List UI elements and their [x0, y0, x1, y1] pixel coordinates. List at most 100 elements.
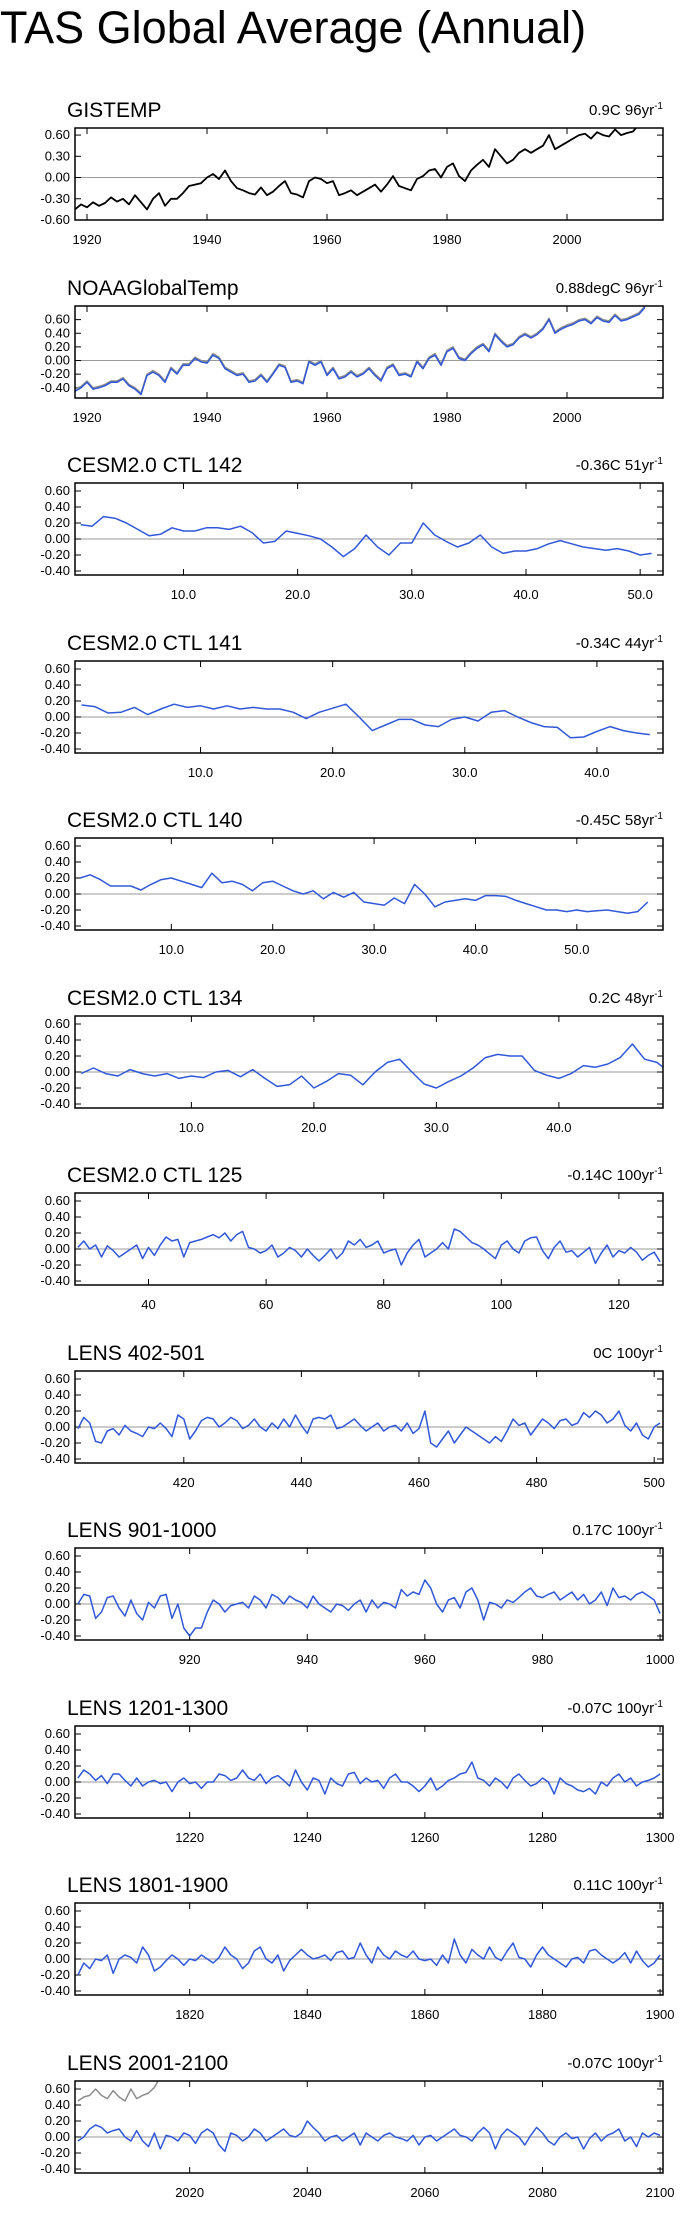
- y-tick-label: -0.20: [40, 1435, 70, 1450]
- x-tick-label: 20.0: [320, 765, 345, 780]
- chart-panel-11: LENS 1801-1900 0.11C 100yr-1 0.600.400.200…: [40, 1874, 674, 2022]
- x-tick-label: 1260: [410, 1830, 439, 1845]
- chart-panel-3: CESM2.0 CTL 142 -0.36C 51yr-1 0.600.400.20…: [40, 454, 664, 602]
- y-tick-label: -0.30: [40, 191, 70, 206]
- x-tick-label: 10.0: [179, 1120, 204, 1135]
- y-tick-label: 0.20: [45, 1580, 70, 1595]
- series-line-1: [77, 1409, 661, 1448]
- chart-panel-5: CESM2.0 CTL 140 -0.45C 58yr-1 0.600.400.20…: [40, 809, 664, 957]
- y-tick-label: 0.00: [45, 1596, 70, 1611]
- x-tick-label: 30.0: [452, 765, 477, 780]
- x-tick-label: 980: [532, 1652, 554, 1667]
- y-tick-label: -0.40: [40, 563, 70, 578]
- series-line-1: [81, 702, 650, 739]
- x-tick-label: 20.0: [301, 1120, 326, 1135]
- y-tick-label: -0.20: [40, 547, 70, 562]
- y-tick-label: 0.60: [45, 1726, 70, 1741]
- series-line-1: [77, 1228, 661, 1266]
- x-tick-label: 1960: [313, 410, 342, 425]
- y-tick-label: -0.20: [40, 1257, 70, 1272]
- panel-title: CESM2.0 CTL 140: [67, 809, 242, 832]
- y-tick-label: 0.20: [45, 1048, 70, 1063]
- chart-panel-9: LENS 901-1000 0.17C 100yr-1 0.600.400.200.…: [40, 1519, 674, 1667]
- y-tick-label: -0.40: [40, 2161, 70, 2176]
- panel-stat: -0.07C 100yr-1: [567, 2054, 663, 2072]
- stat-superscript: -1: [654, 1521, 663, 1532]
- x-tick-label: 80: [376, 1297, 390, 1312]
- y-tick-label: 0.20: [45, 1225, 70, 1240]
- y-tick-label: 0.60: [45, 661, 70, 676]
- x-tick-label: 40.0: [584, 765, 609, 780]
- x-tick-label: 940: [296, 1652, 318, 1667]
- y-tick-label: -0.20: [40, 1612, 70, 1627]
- y-tick-label: 0.40: [45, 2097, 70, 2112]
- panel-stat: -0.34C 44yr-1: [576, 634, 664, 652]
- x-tick-label: 50.0: [564, 942, 589, 957]
- panel-title: LENS 1201-1300: [67, 1697, 228, 1720]
- series-line-1: [80, 1042, 663, 1089]
- y-tick-label: -0.40: [40, 1983, 70, 1998]
- y-tick-label: 0.60: [45, 483, 70, 498]
- chart-panel-8: LENS 402-501 0C 100yr-10.600.400.200.00-0…: [40, 1342, 665, 1490]
- y-tick-label: 0.00: [45, 170, 70, 185]
- x-tick-label: 10.0: [159, 942, 184, 957]
- y-tick-label: -0.20: [40, 1080, 70, 1095]
- plot-frame: [74, 1192, 664, 1286]
- chart-panel-10: LENS 1201-1300 -0.07C 100yr-1 0.600.400.20…: [40, 1697, 675, 1845]
- y-tick-label: -0.20: [40, 1790, 70, 1805]
- x-tick-label: 30.0: [424, 1120, 449, 1135]
- chart-panel-7: CESM2.0 CTL 125 -0.14C 100yr-1 0.600.400.2…: [40, 1164, 664, 1312]
- panel-title: CESM2.0 CTL 134: [67, 987, 243, 1010]
- chart-panel-4: CESM2.0 CTL 141 -0.34C 44yr-1 0.600.400.20…: [40, 632, 664, 780]
- series-line-2: [75, 306, 646, 395]
- y-tick-label: 0.20: [45, 515, 70, 530]
- chart-panel-12: LENS 2001-2100 -0.07C 100yr-1 0.600.400.20…: [40, 2052, 675, 2200]
- series-line-1: [80, 515, 652, 558]
- stat-superscript: -1: [654, 811, 663, 822]
- x-tick-label: 2100: [646, 2185, 675, 2200]
- stat-superscript: -1: [654, 1166, 663, 1177]
- x-tick-label: 1280: [528, 1830, 557, 1845]
- y-tick-label: 0.60: [45, 1016, 70, 1031]
- plot-frame: [74, 2079, 664, 2174]
- x-tick-label: 100: [490, 1297, 512, 1312]
- stat-superscript: -1: [654, 2054, 663, 2065]
- y-tick-label: 0.00: [45, 2129, 70, 2144]
- panel-stat: 0.9C 96yr-1: [589, 101, 663, 119]
- y-tick-label: 0.00: [45, 1951, 70, 1966]
- y-tick-label: 0.60: [45, 1193, 70, 1208]
- series-line-1: [77, 1938, 661, 1976]
- plot-frame: [74, 837, 664, 931]
- plot-frame: [74, 1547, 664, 1641]
- panel-stat: 0.11C 100yr-1: [573, 1876, 663, 1894]
- panel-stat: -0.07C 100yr-1: [567, 1699, 663, 1717]
- chart-panel-6: CESM2.0 CTL 134 0.2C 48yr-1 0.600.400.200.…: [40, 987, 664, 1135]
- x-tick-label: 1920: [73, 410, 102, 425]
- x-tick-label: 10.0: [188, 765, 213, 780]
- x-tick-label: 1300: [646, 1830, 675, 1845]
- plot-frame: [74, 659, 664, 754]
- y-tick-label: 0.60: [45, 838, 70, 853]
- y-tick-label: 0.00: [45, 352, 70, 367]
- series-line-1: [77, 1760, 661, 1795]
- panel-title: LENS 1801-1900: [67, 1874, 228, 1897]
- panel-stat: -0.36C 51yr-1: [576, 456, 664, 474]
- y-tick-label: -0.40: [40, 918, 70, 933]
- plot-frame: [74, 1369, 664, 1464]
- panel-title: CESM2.0 CTL 125: [67, 1164, 242, 1187]
- stat-superscript: -1: [654, 456, 663, 467]
- y-tick-label: -0.40: [40, 1628, 70, 1643]
- x-tick-label: 60: [259, 1297, 273, 1312]
- y-tick-label: 0.40: [45, 677, 70, 692]
- y-tick-label: 0.30: [45, 148, 70, 163]
- y-tick-label: 0.20: [45, 870, 70, 885]
- y-tick-label: 0.20: [45, 1403, 70, 1418]
- x-tick-label: 1920: [73, 232, 102, 247]
- y-tick-label: 0.60: [45, 311, 70, 326]
- x-tick-label: 2000: [553, 410, 582, 425]
- x-tick-label: 1860: [410, 2007, 439, 2022]
- x-tick-label: 120: [608, 1297, 630, 1312]
- plot-frame: [74, 127, 664, 221]
- x-tick-label: 2020: [175, 2185, 204, 2200]
- y-tick-label: 0.00: [45, 886, 70, 901]
